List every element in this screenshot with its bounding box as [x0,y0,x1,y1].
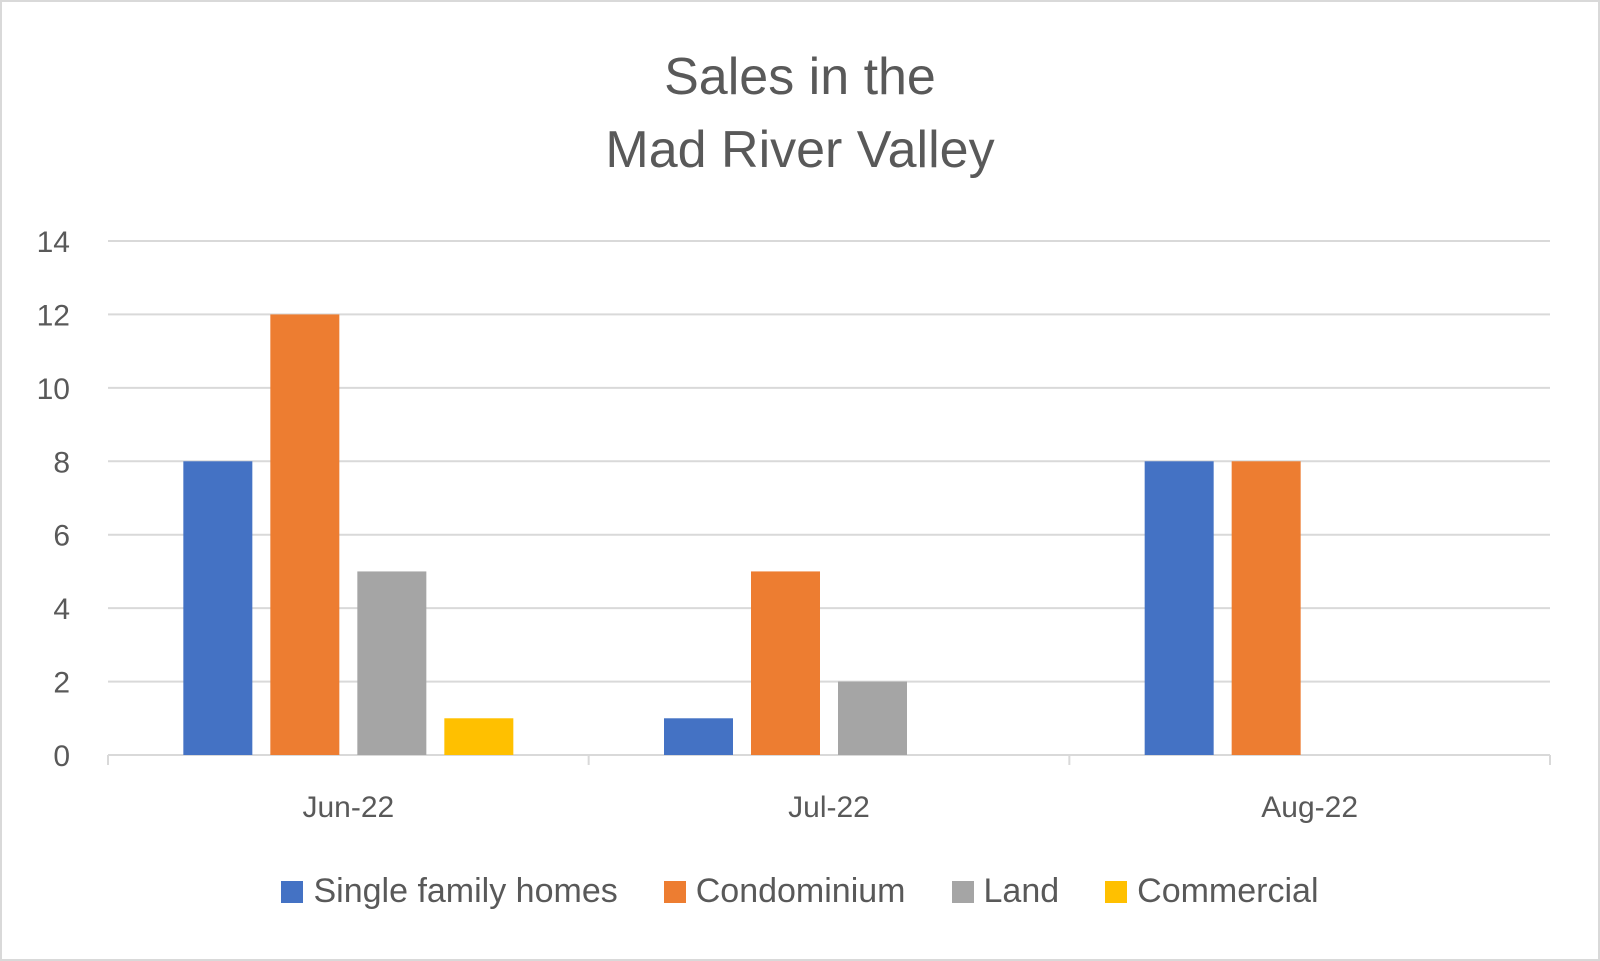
bars [183,314,1301,755]
x-axis [107,754,1551,765]
bar-condominium-jun-22 [270,314,340,755]
y-axis-ticks: 0 2 4 6 8 10 12 14 [37,226,70,773]
legend-swatch [663,880,686,903]
x-tick-label: Jul-22 [788,791,870,824]
bar-single-family-homes-jun-22 [183,461,253,755]
legend-item: Single family homes [281,872,618,911]
bar-commercial-jun-22 [444,718,514,755]
y-tick-label: 2 [53,667,70,700]
y-tick-label: 4 [53,593,70,626]
y-tick-label: 12 [37,299,70,332]
legend-label: Single family homes [313,872,618,910]
y-tick-label: 6 [53,520,70,553]
legend-label: Commercial [1137,872,1319,910]
x-tick-label: Jun-22 [302,791,394,824]
bar-single-family-homes-jul-22 [664,718,733,755]
legend: Single family homes Condominium Land Commer… [0,872,1600,911]
y-tick-label: 0 [53,740,70,773]
bar-land-jul-22 [838,681,907,755]
legend-item: Condominium [663,872,906,911]
legend-item: Commercial [1105,872,1319,911]
legend-item: Land [951,872,1060,911]
x-tick-label: Aug-22 [1261,791,1358,824]
chart-title-line-1: Sales in the [664,48,936,106]
legend-swatch [281,880,304,903]
y-tick-label: 8 [53,446,70,479]
chart-title-line-2: Mad River Valley [605,121,995,179]
y-tick-label: 14 [37,226,70,259]
bar-condominium-aug-22 [1231,461,1301,755]
bar-condominium-jul-22 [751,571,820,755]
bar-land-jun-22 [357,571,427,755]
legend-label: Condominium [695,872,906,910]
bar-single-family-homes-aug-22 [1144,461,1214,755]
x-axis-labels: Jun-22 Jul-22 Aug-22 [302,791,1358,824]
legend-swatch [1105,880,1128,903]
y-tick-label: 10 [37,373,70,406]
gridlines [108,240,1550,683]
legend-label: Land [983,872,1060,910]
legend-swatch [951,880,974,903]
